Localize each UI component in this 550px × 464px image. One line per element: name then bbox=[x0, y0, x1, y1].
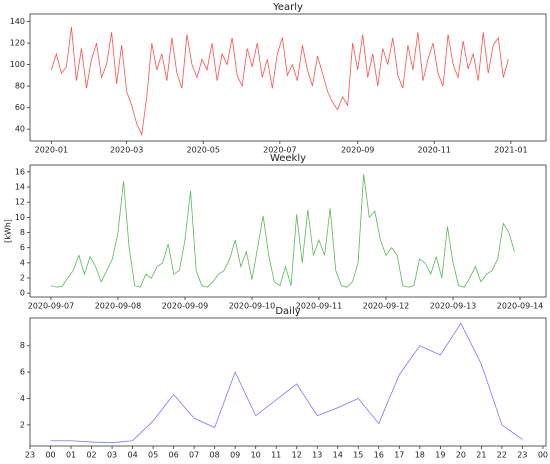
x-tick-label: 00 bbox=[538, 451, 548, 460]
y-tick-label: 6 bbox=[20, 243, 25, 252]
y-tick-label: 4 bbox=[20, 258, 25, 267]
y-tick-label: 12 bbox=[15, 198, 25, 207]
x-tick-label: 2020-09-14 bbox=[497, 302, 544, 311]
x-tick-label: 04 bbox=[127, 451, 137, 460]
x-tick-label: 07 bbox=[189, 451, 199, 460]
y-tick-label: 100 bbox=[10, 60, 25, 69]
x-tick-label: 16 bbox=[374, 451, 384, 460]
x-tick-label: 14 bbox=[333, 451, 343, 460]
axes-frame bbox=[29, 13, 547, 142]
x-tick-label: 11 bbox=[271, 451, 281, 460]
x-tick-label: 2020-09-08 bbox=[95, 302, 142, 311]
x-tick-label: 21 bbox=[476, 451, 486, 460]
x-tick-label: 23 bbox=[517, 451, 527, 460]
x-tick-label: 2020-09-12 bbox=[363, 302, 410, 311]
x-tick-label: 19 bbox=[435, 451, 445, 460]
y-tick-label: 40 bbox=[15, 125, 25, 134]
x-tick-label: 2021-01 bbox=[494, 146, 527, 155]
data-line bbox=[50, 174, 515, 288]
x-tick-label: 17 bbox=[394, 451, 404, 460]
x-tick-label: 2020-09 bbox=[341, 146, 374, 155]
x-tick-label: 15 bbox=[353, 451, 363, 460]
x-tick-label: 05 bbox=[148, 451, 158, 460]
x-tick-label: 10 bbox=[251, 451, 261, 460]
y-tick-label: 80 bbox=[15, 82, 25, 91]
x-tick-label: 20 bbox=[456, 451, 466, 460]
x-tick-label: 00 bbox=[45, 451, 55, 460]
x-tick-label: 2020-07 bbox=[263, 146, 296, 155]
x-tick-label: 2020-09-07 bbox=[28, 302, 75, 311]
x-tick-label: 22 bbox=[497, 451, 507, 460]
x-tick-label: 02 bbox=[86, 451, 96, 460]
x-tick-label: 2020-09-11 bbox=[296, 302, 343, 311]
x-tick-label: 2020-09-13 bbox=[430, 302, 477, 311]
y-tick-label: 10 bbox=[15, 213, 25, 222]
axes-frame bbox=[29, 164, 547, 298]
x-tick-label: 2020-05 bbox=[187, 146, 220, 155]
x-tick-label: 2020-11 bbox=[418, 146, 451, 155]
x-tick-label: 08 bbox=[210, 451, 220, 460]
x-tick-label: 2020-01 bbox=[35, 146, 68, 155]
x-tick-label: 09 bbox=[230, 451, 240, 460]
x-tick-label: 03 bbox=[107, 451, 117, 460]
y-tick-label: 0 bbox=[20, 289, 25, 298]
axes-frame bbox=[29, 317, 547, 447]
y-tick-label: 2 bbox=[20, 420, 25, 429]
y-tick-label: 120 bbox=[10, 39, 25, 48]
y-tick-label: 14 bbox=[15, 183, 25, 192]
x-tick-label: 12 bbox=[292, 451, 302, 460]
subplot-title: Weekly bbox=[270, 153, 306, 164]
y-tick-label: 4 bbox=[20, 394, 25, 403]
y-tick-label: 140 bbox=[10, 17, 25, 26]
data-line bbox=[50, 322, 523, 444]
x-tick-label: 2020-03 bbox=[110, 146, 143, 155]
y-tick-label: 60 bbox=[15, 103, 25, 112]
x-tick-label: 2020-09-09 bbox=[162, 302, 209, 311]
x-tick-label: 13 bbox=[312, 451, 322, 460]
y-tick-label: 8 bbox=[20, 341, 25, 350]
data-line bbox=[50, 26, 509, 136]
x-tick-label: 01 bbox=[66, 451, 76, 460]
x-tick-label: 23 bbox=[25, 451, 35, 460]
x-tick-label: 06 bbox=[169, 451, 179, 460]
y-tick-label: 2 bbox=[20, 274, 25, 283]
x-tick-label: 2020-09-10 bbox=[229, 302, 276, 311]
subplot-title: Daily bbox=[275, 306, 300, 317]
y-tick-label: 16 bbox=[15, 167, 25, 176]
y-tick-label: 6 bbox=[20, 368, 25, 377]
y-axis-label: [kWh] bbox=[4, 219, 13, 243]
y-tick-label: 8 bbox=[20, 228, 25, 237]
subplot-title: Yearly bbox=[272, 2, 303, 13]
x-tick-label: 18 bbox=[415, 451, 425, 460]
